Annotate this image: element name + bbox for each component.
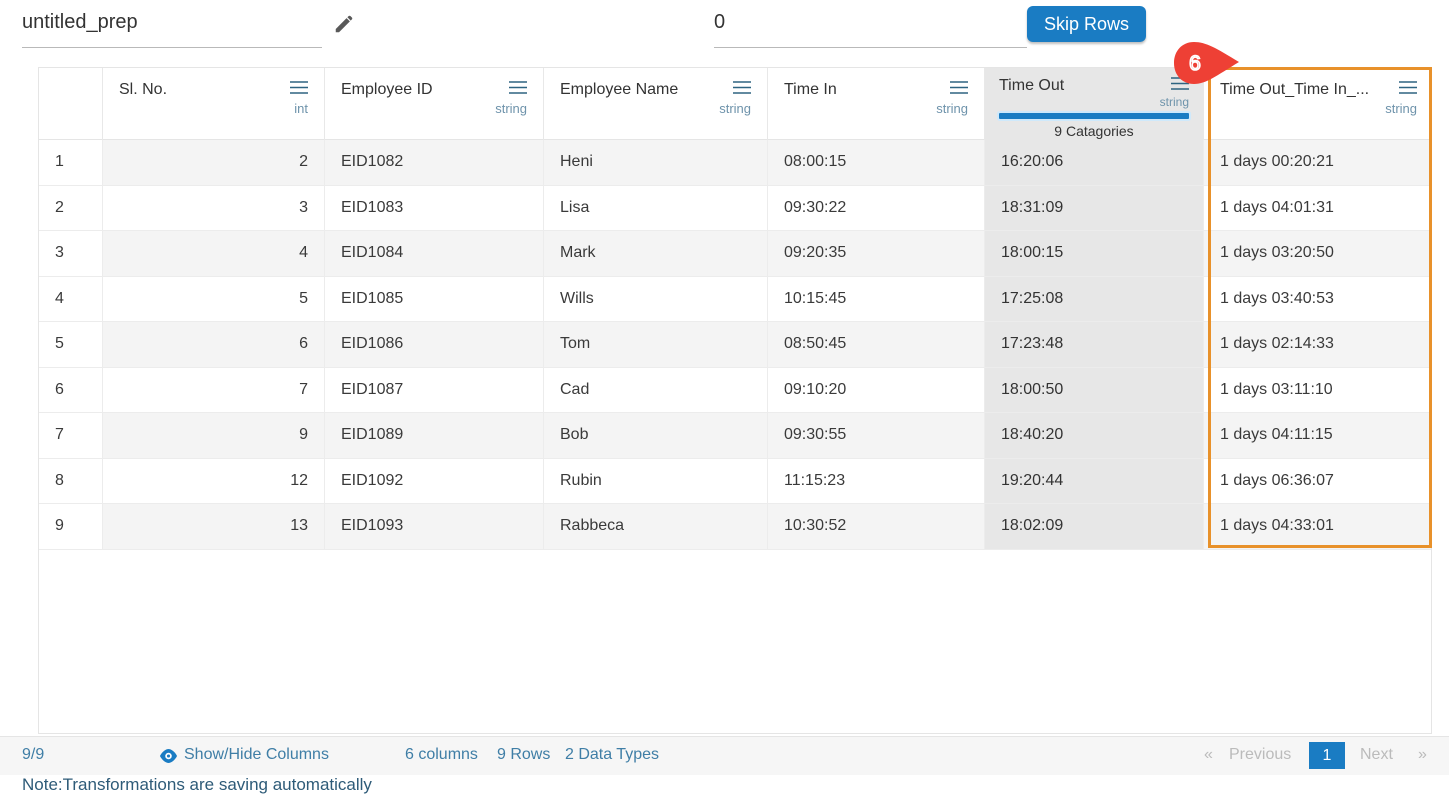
svg-text:6: 6 <box>1189 52 1201 75</box>
